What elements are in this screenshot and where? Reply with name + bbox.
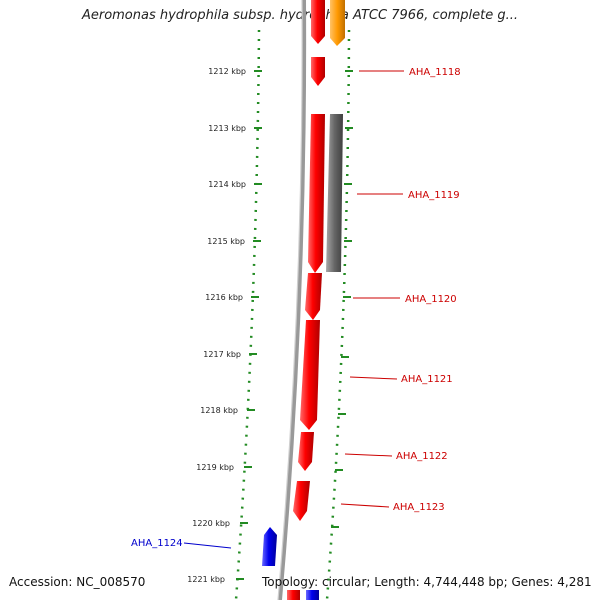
inner-dotted-guide xyxy=(234,29,261,600)
leader-line xyxy=(344,453,393,457)
gene-label-aha-1124[interactable]: AHA_1124 xyxy=(131,538,183,549)
rna-feature[interactable] xyxy=(330,0,345,46)
gene-arrow-aha-1118[interactable] xyxy=(311,57,325,86)
genome-backbone xyxy=(278,0,307,600)
gene-arrow-aha-1124[interactable] xyxy=(262,527,277,566)
ruler-ticks xyxy=(236,70,353,580)
tick-label: 1219 kbp xyxy=(196,463,234,472)
gene-label-aha-1123[interactable]: AHA_1123 xyxy=(393,502,445,513)
gene-fragment-bottom-red[interactable] xyxy=(287,590,300,600)
tick-label: 1216 kbp xyxy=(205,293,243,302)
genome-backbone-shade xyxy=(277,0,303,600)
gene-label-aha-1121[interactable]: AHA_1121 xyxy=(401,374,453,385)
tick-label: 1217 kbp xyxy=(203,350,241,359)
tick-label: 1218 kbp xyxy=(200,406,238,415)
gene-arrow-aha-1122[interactable] xyxy=(298,432,314,471)
gene-label-aha-1118[interactable]: AHA_1118 xyxy=(409,67,461,78)
gene-label-aha-1119[interactable]: AHA_1119 xyxy=(408,190,460,201)
gene-arrow-aha-1121[interactable] xyxy=(300,320,320,430)
gene-label-aha-1120[interactable]: AHA_1120 xyxy=(405,294,457,305)
leader-line xyxy=(183,542,232,549)
tick-label: 1220 kbp xyxy=(192,519,230,528)
gene-arrow-top[interactable] xyxy=(311,0,325,44)
tick-label: 1221 kbp xyxy=(187,575,225,584)
gene-arrow-aha-1120[interactable] xyxy=(305,273,322,320)
gene-arrow-aha-1123[interactable] xyxy=(293,481,310,521)
leader-line xyxy=(349,376,398,380)
map-title: Aeromonas hydrophila subsp. hydrophila A… xyxy=(81,8,519,23)
accession-info: Accession: NC_008570 xyxy=(9,575,146,589)
topology-info: Topology: circular; Length: 4,744,448 bp… xyxy=(262,575,592,589)
tick-label: 1214 kbp xyxy=(208,180,246,189)
gene-label-aha-1122[interactable]: AHA_1122 xyxy=(396,451,448,462)
tick-label: 1212 kbp xyxy=(208,67,246,76)
leader-line xyxy=(340,503,390,508)
gene-fragment-bottom-blue[interactable] xyxy=(306,590,319,600)
tick-label: 1215 kbp xyxy=(207,237,245,246)
gene-arrow-aha-1119[interactable] xyxy=(308,114,325,273)
tick-label: 1213 kbp xyxy=(208,124,246,133)
pseudo-gene[interactable] xyxy=(326,114,343,272)
